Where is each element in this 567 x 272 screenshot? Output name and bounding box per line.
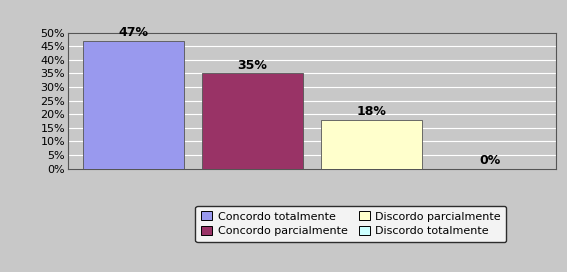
Text: 18%: 18% — [357, 105, 386, 118]
Text: 35%: 35% — [238, 58, 267, 72]
Bar — [202, 73, 303, 169]
Legend: Concordo totalmente, Concordo parcialmente, Discordo parcialmente, Discordo tota: Concordo totalmente, Concordo parcialmen… — [196, 206, 506, 242]
Text: 47%: 47% — [119, 26, 149, 39]
Text: 0%: 0% — [480, 154, 501, 167]
Bar — [321, 120, 422, 169]
Bar — [83, 41, 184, 169]
